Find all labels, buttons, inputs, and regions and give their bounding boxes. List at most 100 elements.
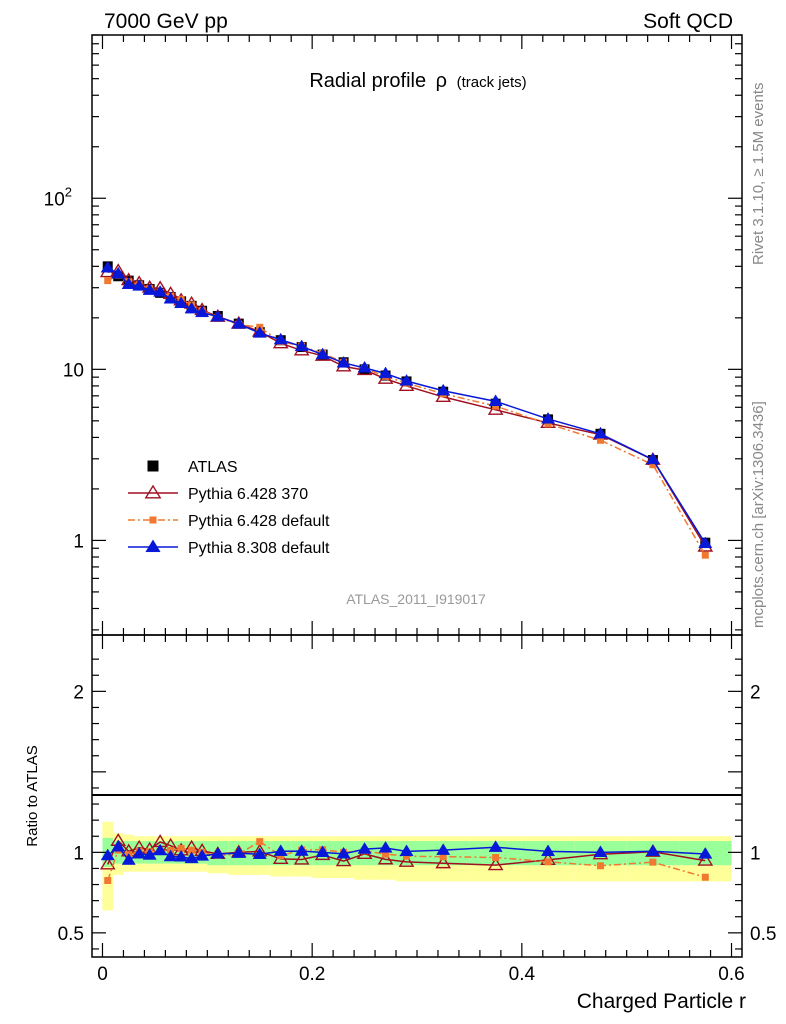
ratio-point-pythia-8-308-default — [488, 840, 503, 852]
ratio-point-pythia-8-308-default — [541, 844, 556, 857]
axis-ticks — [92, 34, 742, 957]
point-pythia-8-308-default — [174, 296, 189, 309]
ratio-point-pythia-6-428-370 — [99, 856, 116, 870]
ratio-point-pythia-8-308-default — [184, 851, 199, 864]
y-tick-label: 102 — [44, 184, 72, 210]
ratio-point-pythia-6-428-default — [544, 858, 552, 866]
point-pythia-8-308-default — [294, 339, 309, 352]
legend-marker-pythia-6-428-default — [149, 516, 157, 524]
point-pythia-8-308-default — [184, 301, 199, 314]
ratio-point-pythia-8-308-default — [195, 849, 210, 861]
y-tick-superscript: 2 — [65, 184, 72, 199]
x-tick-label: 0.4 — [509, 964, 536, 985]
legend-label-pythia-6-428-370: Pythia 6.428 370 — [188, 486, 308, 503]
x-tick-label: 0.6 — [718, 964, 744, 985]
ratio-point-pythia-8-308-default — [153, 843, 168, 856]
ratio-point-pythia-6-428-default — [188, 846, 196, 854]
legend-label-pythia-6-428-default: Pythia 6.428 default — [188, 513, 330, 530]
side-label-bottom: mcplots.cern.ch [arXiv:1306.3436] — [750, 401, 767, 628]
ratio-tick-label-right: 2 — [750, 682, 761, 703]
ratio-point-pythia-8-308-default — [645, 844, 660, 856]
ratio-point-pythia-8-308-default — [121, 853, 136, 865]
legend-marker-atlas — [147, 460, 159, 472]
legend-marker-pythia-8-308-default — [145, 539, 161, 553]
ratio-tick-label-left: 0.5 — [58, 924, 84, 945]
point-pythia-8-308-default — [142, 283, 157, 295]
legend-marker-pythia-6-428-370 — [144, 484, 162, 499]
ratio-panel-series — [99, 833, 714, 885]
legend-label-atlas: ATLAS — [188, 459, 238, 476]
legend-label-pythia-8-308-default: Pythia 8.308 default — [188, 540, 330, 557]
x-tick-label: 0 — [97, 964, 108, 985]
ratio-point-pythia-8-308-default — [593, 845, 608, 857]
legend: ATLAS Pythia 6.428 370 Pythia 6.428 defaul… — [128, 459, 330, 557]
y-tick-label: 10 — [63, 360, 84, 381]
chart-title-suffix: (track jets) — [457, 74, 527, 91]
point-pythia-8-308-default — [121, 277, 136, 289]
ratio-tick-label-left: 1 — [73, 843, 84, 864]
ratio-tick-label-right: 0.5 — [750, 924, 776, 945]
ratio-point-pythia-6-428-370 — [293, 851, 310, 865]
point-pythia-8-308-default — [698, 536, 713, 549]
point-pythia-8-308-default — [210, 309, 225, 322]
ratio-point-pythia-8-308-default — [378, 841, 393, 853]
ratio-point-pythia-8-308-default — [132, 846, 147, 859]
ratio-point-pythia-6-428-370 — [435, 855, 452, 869]
point-pythia-8-308-default — [378, 366, 393, 379]
ratio-point-pythia-6-428-default — [439, 853, 447, 861]
x-axis-label: Charged Particle r — [577, 990, 746, 1013]
ratio-point-pythia-8-308-default — [294, 844, 309, 856]
ratio-tick-label-right: 1 — [750, 843, 761, 864]
ratio-point-pythia-8-308-default — [210, 846, 225, 859]
point-pythia-8-308-default — [357, 360, 372, 373]
point-pythia-6-428-default — [701, 551, 709, 559]
point-pythia-6-428-default — [492, 402, 500, 410]
ratio-point-pythia-8-308-default — [315, 845, 330, 857]
ratio-point-pythia-8-308-default — [231, 846, 246, 858]
ratio-point-pythia-6-428-default — [177, 844, 185, 852]
point-pythia-6-428-default — [544, 420, 552, 428]
point-pythia-8-308-default — [336, 355, 351, 368]
category-label: Soft QCD — [643, 10, 733, 33]
ratio-point-pythia-8-308-default — [142, 848, 157, 860]
point-pythia-8-308-default — [195, 305, 210, 318]
ratio-point-pythia-6-428-default — [104, 877, 112, 885]
chart-title-text: Radial profile — [309, 70, 426, 92]
ratio-point-pythia-6-428-default — [256, 838, 264, 846]
point-pythia-8-308-default — [163, 291, 178, 304]
point-pythia-6-428-default — [649, 461, 657, 469]
ratio-point-pythia-6-428-default — [649, 858, 657, 866]
ratio-tick-label-left: 2 — [73, 682, 84, 703]
y-tick-label: 1 — [73, 531, 84, 552]
chart-title: Radial profile ρ (track jets) — [309, 70, 526, 92]
point-pythia-8-308-default — [153, 285, 168, 297]
ratio-point-pythia-8-308-default — [174, 849, 189, 862]
axis-tick-labels: 0 0.2 0.4 0.6 1 10 102 0.5 0.5 1 1 2 2 — [44, 184, 777, 985]
point-pythia-8-308-default — [231, 317, 246, 329]
ratio-point-pythia-8-308-default — [436, 843, 451, 855]
point-pythia-8-308-default — [111, 266, 126, 279]
ratio-bands — [102, 821, 732, 911]
ratio-point-pythia-8-308-default — [163, 849, 178, 862]
chart-title-symbol: ρ — [436, 70, 447, 92]
point-pythia-8-308-default — [645, 452, 660, 465]
point-pythia-8-308-default — [436, 383, 451, 396]
ratio-y-axis-label: Ratio to ATLAS — [24, 745, 41, 846]
point-pythia-6-428-default — [596, 436, 604, 444]
point-pythia-8-308-default — [315, 347, 330, 360]
point-pythia-8-308-default — [132, 279, 147, 291]
ratio-point-pythia-8-308-default — [698, 847, 713, 859]
ratio-point-pythia-6-428-370 — [697, 852, 714, 866]
ratio-point-pythia-8-308-default — [252, 847, 267, 859]
ratio-point-pythia-6-428-default — [701, 873, 709, 881]
ratio-point-pythia-8-308-default — [399, 844, 414, 857]
ratio-point-pythia-8-308-default — [336, 846, 351, 859]
ratio-point-pythia-6-428-default — [492, 853, 500, 861]
point-pythia-8-308-default — [252, 326, 267, 338]
ratio-point-pythia-8-308-default — [111, 839, 126, 852]
point-pythia-8-308-default — [100, 260, 115, 273]
ratio-point-pythia-6-428-370 — [487, 857, 504, 871]
main-panel-series — [99, 260, 714, 559]
point-pythia-8-308-default — [488, 394, 503, 406]
